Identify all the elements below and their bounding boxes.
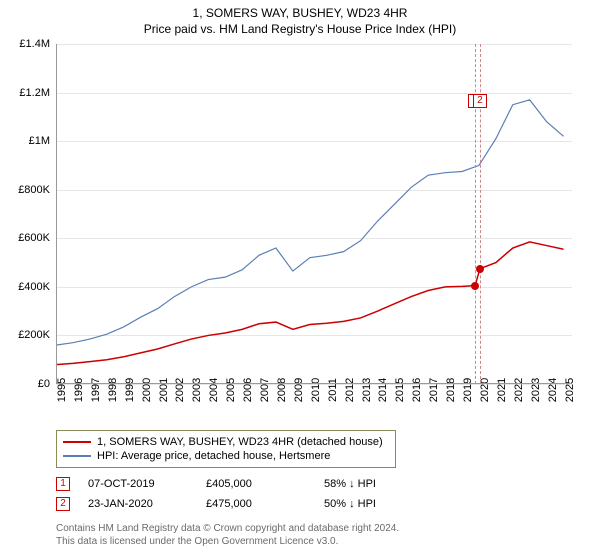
footer-delta: 50% ↓ HPI: [324, 498, 424, 510]
footer-date: 07-OCT-2019: [88, 478, 188, 490]
y-tick-label: £400K: [18, 281, 50, 293]
chart-subtitle: Price paid vs. HM Land Registry's House …: [0, 20, 600, 36]
legend-swatch: [63, 441, 91, 443]
marker-badge: 2: [473, 94, 487, 108]
y-tick-label: £200K: [18, 329, 50, 341]
footer-row: 2 23-JAN-2020 £475,000 50% ↓ HPI: [56, 494, 556, 514]
marker-dot: [476, 265, 484, 273]
license-line-1: Contains HM Land Registry data © Crown c…: [56, 522, 399, 535]
y-tick-label: £1.4M: [19, 38, 50, 50]
footer-price: £405,000: [206, 478, 306, 490]
y-tick-label: £1.2M: [19, 87, 50, 99]
footer-row: 1 07-OCT-2019 £405,000 58% ↓ HPI: [56, 474, 556, 494]
legend-row: 1, SOMERS WAY, BUSHEY, WD23 4HR (detache…: [63, 435, 389, 449]
series-line: [56, 242, 564, 365]
legend-label: 1, SOMERS WAY, BUSHEY, WD23 4HR (detache…: [97, 436, 383, 448]
license-line-2: This data is licensed under the Open Gov…: [56, 535, 399, 548]
series-line: [56, 100, 564, 345]
y-tick-label: £1M: [29, 135, 50, 147]
legend-row: HPI: Average price, detached house, Hert…: [63, 449, 389, 463]
legend-label: HPI: Average price, detached house, Hert…: [97, 450, 330, 462]
footer-delta: 58% ↓ HPI: [324, 478, 424, 490]
legend: 1, SOMERS WAY, BUSHEY, WD23 4HR (detache…: [56, 430, 396, 468]
footer-price: £475,000: [206, 498, 306, 510]
y-tick-label: £800K: [18, 184, 50, 196]
y-tick-label: £0: [38, 378, 50, 390]
footer-date: 23-JAN-2020: [88, 498, 188, 510]
chart-title: 1, SOMERS WAY, BUSHEY, WD23 4HR: [0, 0, 600, 20]
footer-marker: 1: [56, 477, 70, 491]
y-tick-label: £600K: [18, 232, 50, 244]
license-text: Contains HM Land Registry data © Crown c…: [56, 522, 399, 548]
footer-table: 1 07-OCT-2019 £405,000 58% ↓ HPI 2 23-JAN-202…: [56, 474, 556, 514]
footer-marker: 2: [56, 497, 70, 511]
chart-area: £0£200K£400K£600K£800K£1M£1.2M£1.4M19951…: [56, 44, 572, 384]
legend-swatch: [63, 455, 91, 457]
marker-dot: [471, 282, 479, 290]
